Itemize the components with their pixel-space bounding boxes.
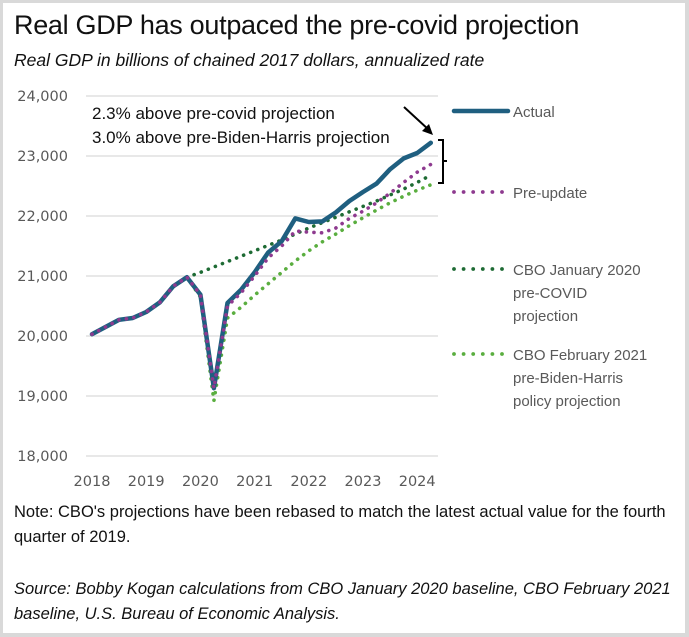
x-tick-label: 2023 (345, 474, 382, 490)
chart-card (3, 3, 685, 633)
legend-swatch-dot (452, 352, 456, 356)
x-tick-label: 2021 (236, 474, 273, 490)
chart-source: Source: Bobby Kogan calculations from CB… (14, 580, 671, 623)
legend-item: Actual (451, 104, 555, 121)
annotation-line-2: 3.0% above pre-Biden-Harris projection (92, 128, 390, 147)
legend-swatch-dot (461, 352, 466, 356)
legend-label: projection (513, 308, 578, 325)
line-chart: 18,000 19,000 20,000 21,000 22,000 23,000 24,0… (17, 89, 647, 490)
y-tick-label: 23,000 (17, 149, 68, 165)
legend-label: Actual (513, 104, 555, 121)
legend-swatch-dot (500, 267, 504, 271)
legend-label: policy projection (513, 393, 621, 410)
y-tick-label: 20,000 (17, 329, 68, 345)
legend-swatch-dot (452, 267, 456, 271)
y-tick-label: 24,000 (17, 89, 68, 105)
annotation-line-1: 2.3% above pre-covid projection (92, 104, 335, 123)
chart-subtitle: Real GDP in billions of chained 2017 dol… (14, 50, 485, 70)
legend-swatch-dot (461, 190, 466, 194)
legend-swatch-dot (500, 352, 504, 356)
x-tick-label: 2024 (399, 474, 436, 490)
legend-swatch-dot (452, 190, 456, 194)
y-tick-label: 22,000 (17, 209, 68, 225)
series-group (89, 140, 434, 403)
y-tick-label: 21,000 (17, 269, 68, 285)
chart-title: Real GDP has outpaced the pre-covid proj… (14, 10, 580, 40)
x-tick-label: 2020 (182, 474, 219, 490)
arrow-icon (403, 106, 433, 135)
legend-swatch-dot (471, 267, 476, 271)
x-tick-label: 2019 (128, 474, 165, 490)
legend-item: CBO February 2021 pre-Biden-Harris policy … (452, 347, 647, 410)
legend-item: CBO January 2020 pre-COVID projection (452, 262, 641, 325)
legend-item: Pre-update (452, 185, 587, 202)
legend: Actual Pre-update CBO January 2020 pre-COVI… (451, 104, 647, 410)
y-tick-label: 18,000 (17, 449, 68, 465)
annotation-group: 2.3% above pre-covid projection 3.0% abo… (92, 104, 447, 184)
x-axis-ticks: 2018 2019 2020 2021 2022 2023 2024 (74, 474, 436, 490)
series-line-1 (90, 162, 433, 391)
legend-swatch-dot (480, 267, 485, 271)
legend-label: CBO February 2021 (513, 347, 647, 364)
y-tick-label: 19,000 (17, 389, 68, 405)
legend-swatch-dot (490, 267, 495, 271)
legend-swatch-dot (490, 190, 495, 194)
legend-label: CBO January 2020 (513, 262, 641, 279)
legend-label: Pre-update (513, 185, 587, 202)
bracket-icon (438, 139, 447, 184)
chart-note: Note: CBO's projections have been rebase… (14, 503, 666, 546)
legend-swatch-dot (471, 190, 476, 194)
legend-label: pre-Biden-Harris (513, 370, 623, 387)
gridlines (86, 95, 438, 457)
legend-swatch-dot (461, 267, 466, 271)
x-tick-label: 2018 (74, 474, 111, 490)
y-axis-ticks: 18,000 19,000 20,000 21,000 22,000 23,000 24,0… (17, 89, 68, 465)
series-line-3 (185, 183, 433, 403)
legend-swatch-dot (480, 190, 485, 194)
legend-swatch-dot (480, 352, 485, 356)
legend-label: pre-COVID (513, 285, 587, 302)
legend-swatch-dot (490, 352, 495, 356)
x-tick-label: 2022 (290, 474, 327, 490)
legend-swatch-dot (500, 190, 504, 194)
series-line-2 (185, 173, 433, 280)
legend-swatch-dot (471, 352, 476, 356)
